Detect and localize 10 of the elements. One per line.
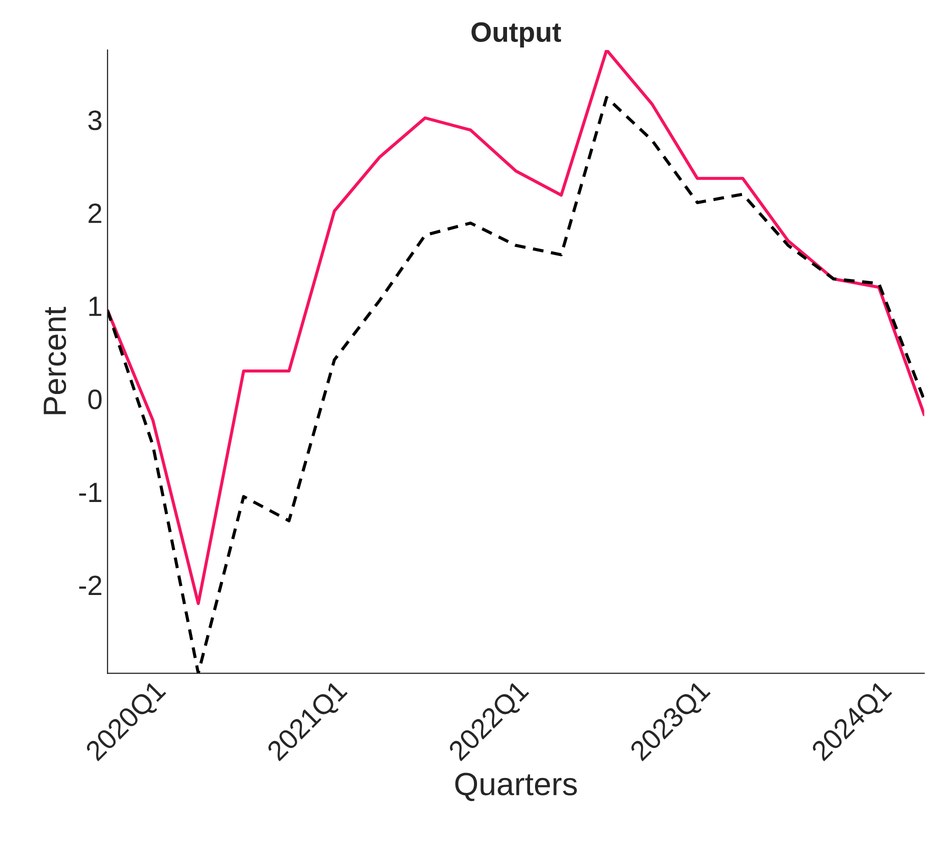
y-tick-label: 0 <box>88 390 102 410</box>
x-axis-title: Quarters <box>455 772 577 802</box>
y-tick-label: 1 <box>89 296 102 316</box>
y-tick-label: 3 <box>88 110 102 130</box>
y-tick-label: 2 <box>88 203 102 223</box>
y-axis-title: Percent <box>44 306 66 414</box>
y-tick-label: -2 <box>79 576 102 595</box>
y-tick-label: -1 <box>79 482 102 502</box>
line-series <box>108 50 924 606</box>
chart-title: Output <box>472 22 562 48</box>
